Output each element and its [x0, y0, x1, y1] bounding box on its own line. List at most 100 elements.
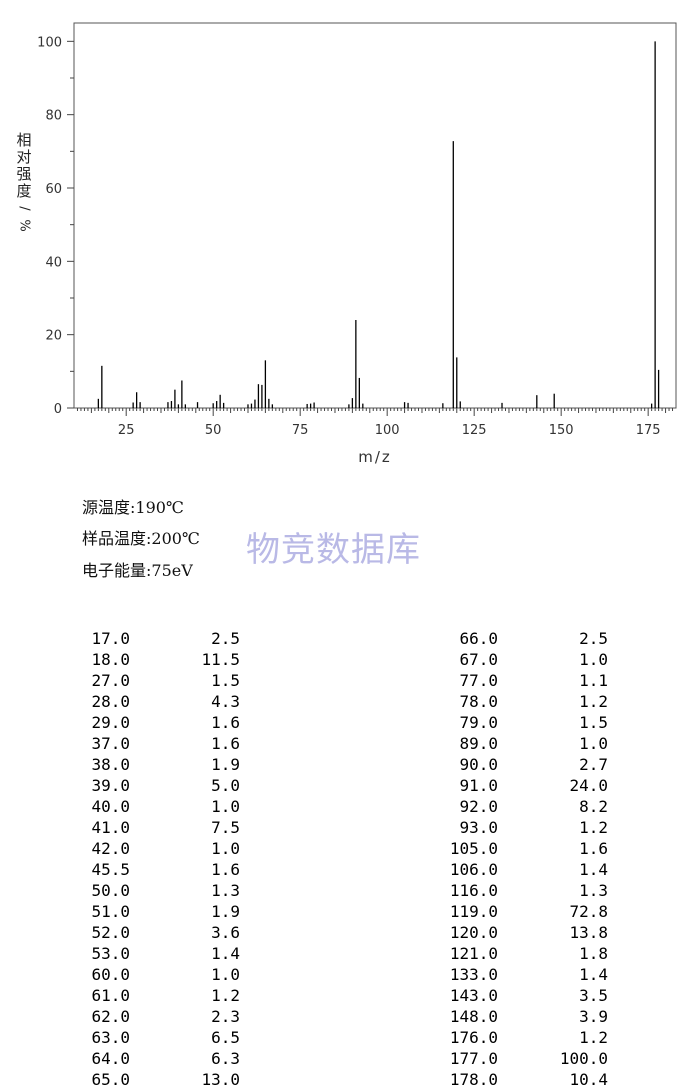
peak-abundance: 2.3	[211, 1007, 240, 1026]
peak-abundance: 3.9	[579, 1007, 608, 1026]
spectrum-peaks	[97, 41, 660, 408]
peak-mz: 133.0	[449, 965, 498, 984]
y-tick-label: 20	[45, 329, 62, 344]
peak-mz: 78.0	[459, 692, 498, 711]
peak-mz: 38.0	[91, 755, 130, 774]
peak-mz: 60.0	[91, 965, 130, 984]
peak-mz: 51.0	[91, 902, 130, 921]
y-tick-label: 0	[54, 402, 62, 417]
peak-abundance: 1.0	[211, 797, 240, 816]
peak-mz: 79.0	[459, 713, 498, 732]
peak-abundance: 1.0	[579, 734, 608, 753]
y-axis-label-char: %	[16, 219, 32, 232]
peak-mz: 37.0	[91, 734, 130, 753]
peak-mz: 177.0	[449, 1049, 498, 1068]
y-axis-label-char: 相	[16, 131, 32, 149]
x-axis-label: m/z	[358, 448, 392, 466]
peak-mz: 116.0	[449, 881, 498, 900]
peak-mz: 106.0	[449, 860, 498, 879]
peak-abundance: 1.4	[211, 944, 240, 963]
peak-mz: 50.0	[91, 881, 130, 900]
x-tick-label: 175	[636, 423, 661, 438]
peak-abundance: 1.9	[211, 755, 240, 774]
peak-mz: 40.0	[91, 797, 130, 816]
peak-abundance: 10.4	[569, 1070, 608, 1089]
y-tick-label: 80	[45, 109, 62, 124]
peak-abundance: 1.1	[579, 671, 608, 690]
peak-abundance: 4.3	[211, 692, 240, 711]
peak-abundance: 1.0	[579, 650, 608, 669]
peak-mz: 63.0	[91, 1028, 130, 1047]
y-tick-label: 60	[45, 182, 62, 197]
y-axis-label-char: 度	[16, 182, 32, 200]
peak-mz: 178.0	[449, 1070, 498, 1089]
peak-mz: 119.0	[449, 902, 498, 921]
peak-mz: 120.0	[449, 923, 498, 942]
y-axis-label-char: 对	[16, 148, 32, 166]
x-tick-label: 150	[549, 423, 574, 438]
peak-abundance: 72.8	[569, 902, 608, 921]
mass-spectrum-chart: 0 20 40 60 80 100 25 50 75 100 125 150 175 m/z	[37, 22, 677, 466]
peak-abundance: 1.0	[211, 839, 240, 858]
sample-temperature: 样品温度:200℃	[82, 529, 200, 548]
peak-abundance: 1.2	[579, 1028, 608, 1047]
peak-abundance: 100.0	[559, 1049, 608, 1068]
peak-abundance: 1.5	[579, 713, 608, 732]
peak-mz: 53.0	[91, 944, 130, 963]
source-temperature: 源温度:190℃	[82, 498, 184, 517]
peak-mz: 61.0	[91, 986, 130, 1005]
peak-abundance: 1.6	[211, 713, 240, 732]
peak-mz: 67.0	[459, 650, 498, 669]
peak-mz: 77.0	[459, 671, 498, 690]
peak-mz: 143.0	[449, 986, 498, 1005]
peak-abundance: 1.9	[211, 902, 240, 921]
x-tick-label: 50	[205, 423, 222, 438]
y-axis-label-char: 强	[16, 165, 32, 183]
peak-abundance: 1.6	[211, 734, 240, 753]
peak-abundance: 2.5	[579, 629, 608, 648]
peak-mz: 64.0	[91, 1049, 130, 1068]
peak-mz: 39.0	[91, 776, 130, 795]
peak-abundance: 6.5	[211, 1028, 240, 1047]
peak-mz: 90.0	[459, 755, 498, 774]
peak-mz: 27.0	[91, 671, 130, 690]
peak-abundance: 1.2	[579, 692, 608, 711]
peak-abundance: 8.2	[579, 797, 608, 816]
peak-abundance: 1.2	[211, 986, 240, 1005]
y-axis: 0 20 40 60 80 100	[37, 35, 74, 417]
peak-abundance: 1.0	[211, 965, 240, 984]
peak-mz: 121.0	[449, 944, 498, 963]
peak-abundance: 11.5	[201, 650, 240, 669]
peak-abundance: 13.0	[201, 1070, 240, 1089]
peak-mz: 18.0	[91, 650, 130, 669]
peak-abundance: 24.0	[569, 776, 608, 795]
peak-abundance: 7.5	[211, 818, 240, 837]
peak-abundance: 1.3	[211, 881, 240, 900]
peak-mz: 42.0	[91, 839, 130, 858]
electron-energy: 电子能量:75eV	[82, 561, 193, 580]
peak-abundance: 1.4	[579, 965, 608, 984]
peak-abundance: 1.8	[579, 944, 608, 963]
peak-mz: 41.0	[91, 818, 130, 837]
peak-abundance: 1.3	[579, 881, 608, 900]
peak-mz: 29.0	[91, 713, 130, 732]
peak-mz: 17.0	[91, 629, 130, 648]
peak-abundance: 3.6	[211, 923, 240, 942]
peak-abundance: 1.6	[579, 839, 608, 858]
peak-abundance: 13.8	[569, 923, 608, 942]
x-tick-label: 100	[375, 423, 400, 438]
x-tick-label: 125	[462, 423, 487, 438]
peak-abundance: 1.6	[211, 860, 240, 879]
y-tick-label: 100	[37, 35, 62, 50]
peak-abundance: 2.5	[211, 629, 240, 648]
peak-abundance: 1.5	[211, 671, 240, 690]
peak-mz: 52.0	[91, 923, 130, 942]
x-tick-label: 25	[118, 423, 135, 438]
peak-abundance: 1.2	[579, 818, 608, 837]
peak-mz: 91.0	[459, 776, 498, 795]
x-axis: 25 50 75 100 125 150 175	[76, 408, 674, 438]
peak-mz: 28.0	[91, 692, 130, 711]
peak-mz: 65.0	[91, 1070, 130, 1089]
peak-mz: 176.0	[449, 1028, 498, 1047]
watermark-text: 物竞数据库	[246, 530, 421, 570]
